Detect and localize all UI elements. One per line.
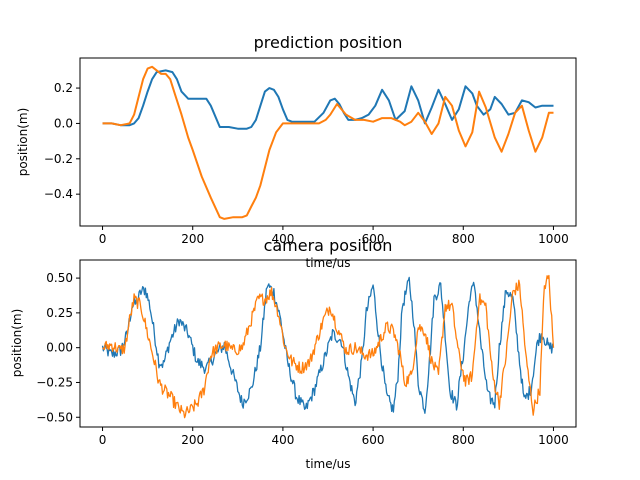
camera-xtick-label: 800 — [452, 433, 475, 447]
camera-plot-frame — [79, 259, 577, 428]
camera-xtick-label: 200 — [181, 433, 204, 447]
camera-xtick-label: 600 — [362, 433, 385, 447]
camera-axes: camera position 0 200 400 600 800 1000 0.50 0.2… — [10, 236, 577, 471]
camera-ytick-label: −0.25 — [36, 375, 73, 389]
prediction-axes: prediction position 0 200 400 600 800 1000 0.2… — [16, 33, 577, 270]
prediction-ytick-label: −0.2 — [44, 152, 73, 166]
camera-ylabel: position(m) — [10, 309, 24, 378]
prediction-title: prediction position — [254, 33, 403, 52]
prediction-xtick-label: 1000 — [538, 232, 569, 246]
camera-series-line-2 — [102, 274, 555, 419]
camera-ytick-label: −0.50 — [36, 410, 73, 424]
prediction-series-group — [102, 65, 554, 220]
camera-series-line-1 — [101, 276, 555, 414]
prediction-plot-frame — [79, 57, 577, 227]
prediction-ticks: 0 200 400 600 800 1000 0.2 0.0 −0.2 −0.4 — [44, 81, 569, 246]
prediction-xtick-label: 200 — [181, 232, 204, 246]
prediction-ytick-label: 0.2 — [54, 81, 73, 95]
camera-ytick-label: 0.50 — [46, 271, 73, 285]
prediction-ylabel: position(m) — [16, 108, 30, 177]
camera-ytick-label: 0.00 — [46, 341, 73, 355]
prediction-xtick-label: 600 — [362, 232, 385, 246]
prediction-series-line-1 — [102, 69, 554, 130]
camera-xtick-label: 1000 — [538, 433, 569, 447]
camera-series-group — [101, 274, 555, 419]
prediction-series-line-2 — [102, 65, 554, 220]
camera-title: camera position — [264, 236, 393, 255]
camera-ticks: 0 200 400 600 800 1000 0.50 0.25 0.00 −0.25 −0.50 — [36, 271, 569, 447]
prediction-xtick-label: 0 — [99, 232, 107, 246]
camera-xlabel: time/us — [305, 457, 350, 471]
camera-ytick-label: 0.25 — [46, 306, 73, 320]
prediction-ytick-label: −0.4 — [44, 187, 73, 201]
prediction-xtick-label: 800 — [452, 232, 475, 246]
prediction-xlabel: time/us — [305, 256, 350, 270]
prediction-xtick-label: 400 — [271, 232, 294, 246]
prediction-ytick-label: 0.0 — [54, 116, 73, 130]
camera-xtick-label: 0 — [99, 433, 107, 447]
camera-xtick-label: 400 — [271, 433, 294, 447]
